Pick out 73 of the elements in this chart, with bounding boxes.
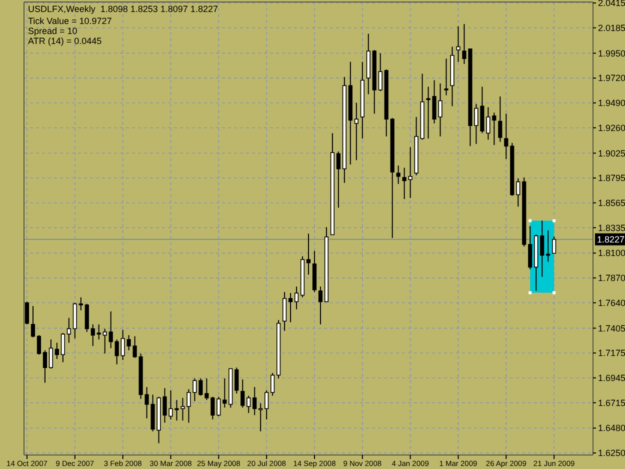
y-tick-label: 1.6945 <box>598 373 625 384</box>
y-tick-label: 1.7640 <box>598 298 625 308</box>
annotation: Tick Value = 10.9727 <box>28 16 112 26</box>
candlestick <box>60 332 65 363</box>
candlestick <box>66 317 71 344</box>
y-tick-label: 1.9950 <box>598 48 625 58</box>
y-tick-label: 1.6480 <box>598 423 625 434</box>
candlestick <box>120 329 125 361</box>
y-tick-label: 2.0415 <box>598 0 625 8</box>
candlestick <box>408 146 412 198</box>
candlestick <box>264 390 269 420</box>
candlestick <box>204 378 209 401</box>
ref-line-label: 1.8227 <box>597 234 625 245</box>
candlestick <box>42 350 48 384</box>
candlestick <box>84 303 89 332</box>
candlestick <box>456 26 460 62</box>
y-tick-label: 1.9490 <box>598 98 625 108</box>
y-tick-label: 1.7175 <box>598 348 625 358</box>
candlestick <box>552 236 556 254</box>
candlestick <box>492 112 496 146</box>
candlestick <box>96 324 101 340</box>
candlestick <box>540 220 544 278</box>
candlestick <box>24 301 30 325</box>
y-tick-label: 1.7870 <box>598 273 625 284</box>
y-tick-label: 1.6250 <box>598 448 625 458</box>
candlestick <box>126 334 131 351</box>
y-tick-label: 1.6715 <box>598 398 625 408</box>
candlestick <box>30 306 36 338</box>
candlestick <box>528 226 532 270</box>
annotation: Spread = 10 <box>28 26 78 36</box>
candlestick <box>78 296 83 311</box>
candlestick <box>486 106 490 140</box>
candlestick <box>90 324 95 346</box>
candlestick <box>252 386 257 416</box>
candlestick <box>240 378 245 408</box>
candlestick <box>516 178 520 208</box>
candlestick <box>210 396 215 420</box>
candlestick <box>444 58 448 96</box>
candlestick <box>318 286 323 325</box>
candlestick <box>198 378 203 396</box>
candlestick <box>102 328 107 354</box>
annotation: ATR (14) = 0.0445 <box>28 36 102 46</box>
candlestick <box>36 334 42 356</box>
candlestick <box>48 339 53 370</box>
y-tick-label: 1.8795 <box>598 173 625 184</box>
candlestick <box>402 167 406 200</box>
candlestick <box>378 52 382 92</box>
candlestick <box>270 372 275 396</box>
candlestick <box>114 339 119 365</box>
candlestick <box>288 292 293 323</box>
y-tick-label: 1.7405 <box>598 323 625 334</box>
y-tick-label: 1.9025 <box>598 148 625 158</box>
candlestick <box>294 286 299 310</box>
chart-title: USDLFX,Weekly 1.8098 1.8253 1.8097 1.8227 <box>28 4 218 14</box>
candlestick <box>396 165 400 184</box>
candlestick <box>354 102 358 161</box>
y-tick-label: 1.8565 <box>598 198 625 208</box>
candlestick <box>234 367 239 394</box>
candlestick <box>282 291 287 332</box>
candlestick <box>54 342 59 360</box>
y-tick-label: 1.9720 <box>598 73 625 84</box>
y-tick-label: 1.9260 <box>598 122 625 133</box>
y-tick-label: 1.8335 <box>598 222 625 233</box>
candlestick <box>216 396 221 417</box>
candlestick <box>306 233 311 276</box>
candlestick <box>498 96 502 142</box>
candlestick <box>108 310 113 349</box>
y-tick-label: 1.8100 <box>598 248 625 258</box>
candlestick <box>504 113 508 160</box>
candlestick <box>336 151 340 208</box>
candlestick <box>222 378 227 408</box>
y-tick-label: 2.0185 <box>598 22 625 33</box>
candlestick <box>246 395 251 414</box>
